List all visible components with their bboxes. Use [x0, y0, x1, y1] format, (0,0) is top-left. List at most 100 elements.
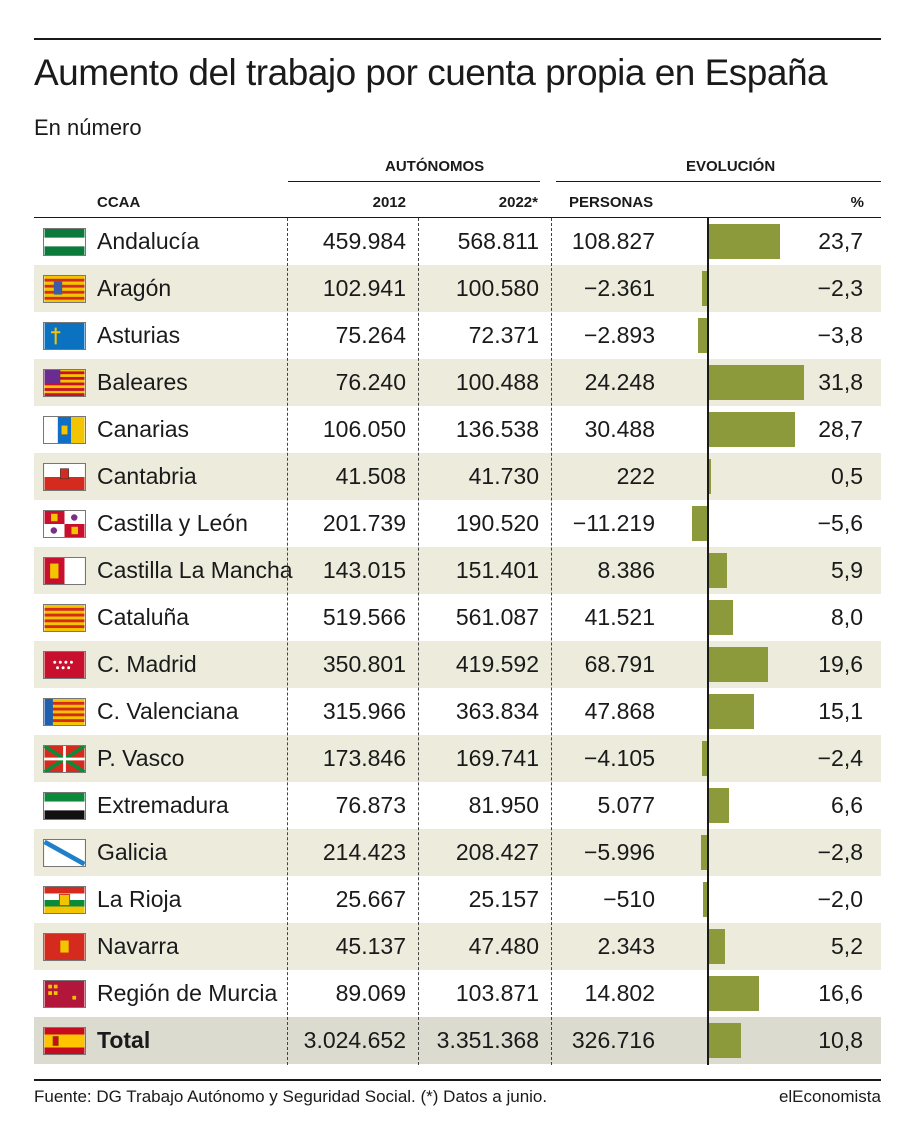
- region-name: Galicia: [97, 839, 168, 865]
- value-2012: 75.264: [335, 322, 406, 348]
- bar-axis: [707, 218, 709, 1065]
- evolution-bar: [697, 318, 709, 353]
- evolution-bar: [709, 600, 733, 635]
- value-2022: 25.157: [468, 886, 539, 912]
- canarias-flag: [43, 416, 86, 444]
- evolution-bar: [709, 694, 755, 729]
- navarra-flag: [43, 933, 86, 961]
- table-row: Asturias 75.264 72.371 −2.893 −3,8: [34, 312, 881, 359]
- value-pct: 5,2: [831, 933, 863, 959]
- value-2012: 350.801: [322, 651, 406, 677]
- evolution-bar: [709, 365, 805, 400]
- value-pct: −2,4: [817, 745, 863, 771]
- value-2012: 102.941: [322, 275, 406, 301]
- table-row: Andalucía 459.984 568.811 108.827 23,7: [34, 218, 881, 265]
- table-row: C. Madrid 350.801 419.592 68.791 19,6: [34, 641, 881, 688]
- evolution-bar: [709, 976, 759, 1011]
- column-divider: [287, 218, 288, 1065]
- region-name: Castilla La Mancha: [97, 557, 293, 583]
- value-2022: 100.488: [455, 369, 539, 395]
- evolution-bar: [702, 271, 709, 306]
- extremadura-flag: [43, 792, 86, 820]
- value-pct: 0,5: [831, 463, 863, 489]
- value-pct: −2,3: [817, 275, 863, 301]
- value-2022: 47.480: [468, 933, 539, 959]
- value-2022: 151.401: [455, 557, 539, 583]
- evolution-bar: [700, 835, 709, 870]
- value-2012: 315.966: [322, 698, 406, 724]
- murcia-flag: [43, 980, 86, 1008]
- aragon-flag: [43, 275, 86, 303]
- value-pct: −2,0: [817, 886, 863, 912]
- asturias-flag: [43, 322, 86, 350]
- galicia-flag: [43, 839, 86, 867]
- value-2012: 459.984: [322, 228, 406, 254]
- region-name: Cantabria: [97, 463, 197, 489]
- value-personas: 5.077: [597, 792, 655, 818]
- header-ccaa: CCAA: [97, 194, 141, 211]
- value-2012: 89.069: [335, 980, 406, 1006]
- column-divider: [418, 218, 419, 1065]
- value-pct: 31,8: [818, 369, 863, 395]
- valenciana-flag: [43, 698, 86, 726]
- region-name: C. Madrid: [97, 651, 197, 677]
- total-row: Total 3.024.652 3.351.368 326.716 10,8: [34, 1017, 881, 1064]
- region-name: La Rioja: [97, 886, 182, 912]
- header-pct: %: [850, 194, 864, 211]
- table-row: La Rioja 25.667 25.157 −510 −2,0: [34, 876, 881, 923]
- table-row: Navarra 45.137 47.480 2.343 5,2: [34, 923, 881, 970]
- data-table: Andalucía 459.984 568.811 108.827 23,7 Aragón…: [34, 218, 881, 1064]
- value-pct: −2,8: [817, 839, 863, 865]
- region-name: Canarias: [97, 416, 190, 442]
- evolution-bar: [709, 459, 711, 494]
- table-row: Castilla La Mancha 143.015 151.401 8.386 5,9: [34, 547, 881, 594]
- value-2022: 363.834: [455, 698, 539, 724]
- region-name: Región de Murcia: [97, 980, 278, 1006]
- value-2022: 3.351.368: [436, 1027, 539, 1053]
- table-row: Extremadura 76.873 81.950 5.077 6,6: [34, 782, 881, 829]
- value-2012: 173.846: [322, 745, 406, 771]
- madrid-flag: [43, 651, 86, 679]
- value-2022: 208.427: [455, 839, 539, 865]
- value-pct: 10,8: [818, 1027, 863, 1053]
- value-2022: 72.371: [468, 322, 539, 348]
- region-name: Cataluña: [97, 604, 190, 630]
- value-2022: 419.592: [455, 651, 539, 677]
- brand-logo: elEconomista: [778, 1087, 881, 1106]
- table-row: P. Vasco 173.846 169.741 −4.105 −2,4: [34, 735, 881, 782]
- value-personas: −2.361: [584, 275, 655, 301]
- value-personas: 68.791: [584, 651, 655, 677]
- value-pct: 5,9: [831, 557, 863, 583]
- bottom-rule: [34, 1079, 881, 1081]
- region-name: Extremadura: [97, 792, 229, 818]
- value-personas: 222: [616, 463, 655, 489]
- value-2022: 41.730: [468, 463, 539, 489]
- cataluna-flag: [43, 604, 86, 632]
- value-2012: 214.423: [322, 839, 406, 865]
- region-name: C. Valenciana: [97, 698, 239, 724]
- value-2012: 41.508: [335, 463, 406, 489]
- value-2022: 136.538: [455, 416, 539, 442]
- value-personas: 14.802: [584, 980, 655, 1006]
- region-name: Castilla y León: [97, 510, 248, 536]
- header-evolucion: EVOLUCIÓN: [686, 158, 776, 175]
- evolution-bar: [709, 224, 781, 259]
- value-2022: 169.741: [455, 745, 539, 771]
- evolution-bar: [709, 1023, 742, 1058]
- castilla-la-mancha-flag: [43, 557, 86, 585]
- value-pct: 19,6: [818, 651, 863, 677]
- value-pct: 6,6: [831, 792, 863, 818]
- value-2022: 103.871: [455, 980, 539, 1006]
- top-rule: [34, 38, 881, 40]
- table-row: Galicia 214.423 208.427 −5.996 −2,8: [34, 829, 881, 876]
- value-personas: −510: [603, 886, 655, 912]
- value-2012: 201.739: [322, 510, 406, 536]
- value-personas: 8.386: [597, 557, 655, 583]
- chart-subtitle: En número: [34, 115, 142, 140]
- chart-title: Aumento del trabajo por cuenta propia en…: [34, 52, 828, 93]
- value-2022: 568.811: [457, 228, 539, 254]
- evolution-bar: [701, 741, 709, 776]
- table-row: Baleares 76.240 100.488 24.248 31,8: [34, 359, 881, 406]
- cantabria-flag: [43, 463, 86, 491]
- value-personas: 47.868: [584, 698, 655, 724]
